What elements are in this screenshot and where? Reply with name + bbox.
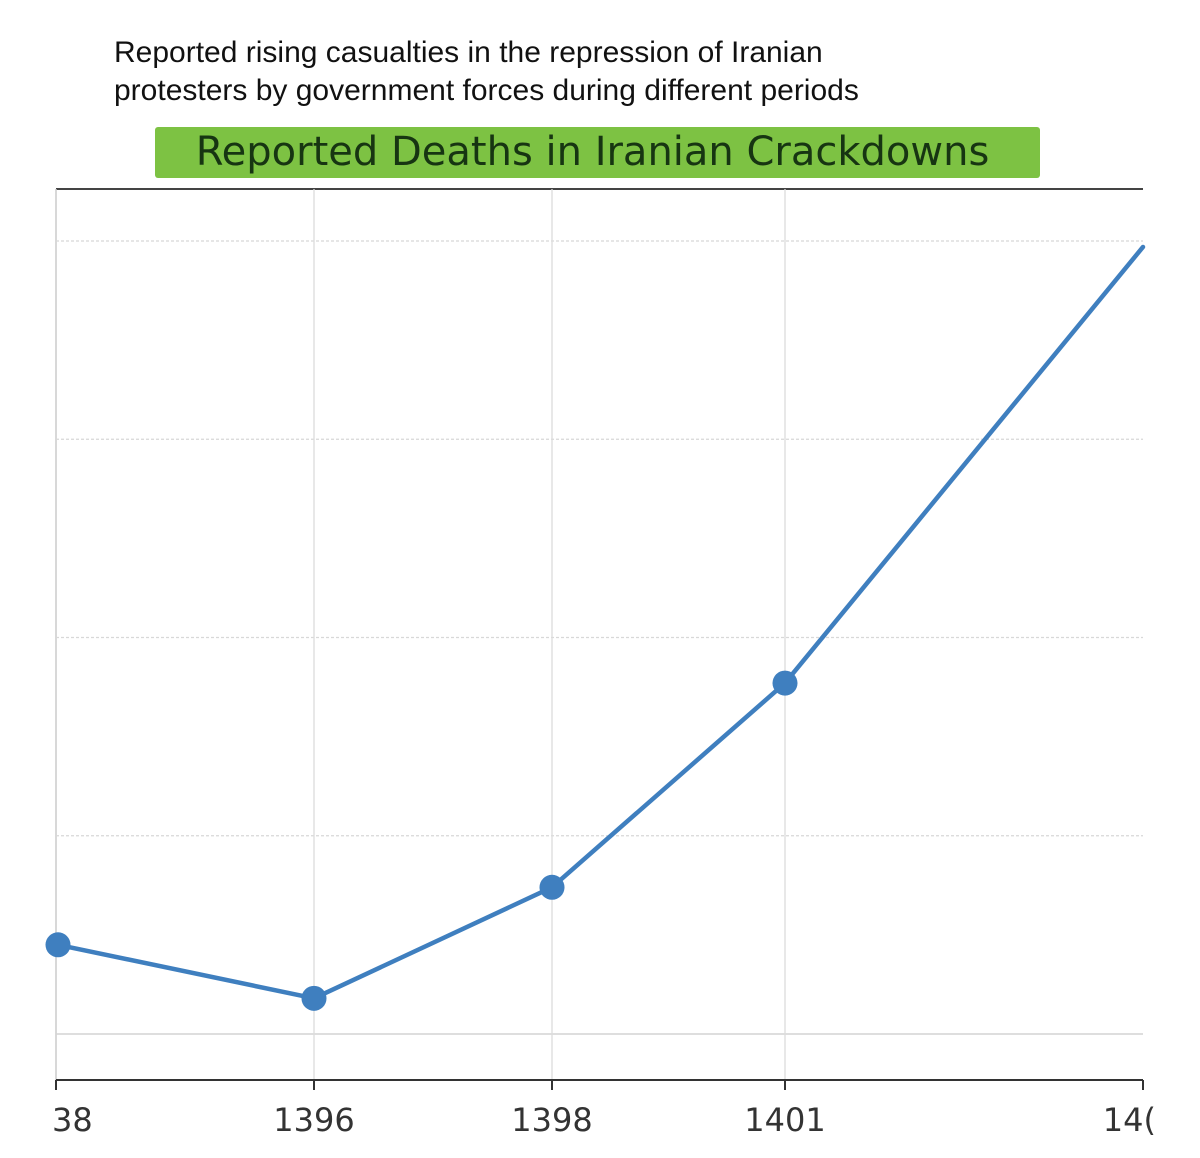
data-point [45, 932, 71, 958]
grid-layer [56, 189, 1143, 1080]
caption-line-2: protesters by government forces during d… [114, 74, 859, 107]
chart-title: Reported Deaths in Iranian Crackdowns [155, 127, 1040, 178]
data-point [772, 670, 798, 696]
data-point [539, 874, 565, 900]
x-tick-label: 1396 [273, 1101, 354, 1139]
series-layer [45, 244, 1146, 1011]
x-tick-label: 38 [52, 1101, 93, 1139]
x-tick-label: 14( [1103, 1101, 1156, 1139]
caption-line-1: Reported rising casualties in the repres… [114, 36, 823, 69]
x-tick-label: 1398 [511, 1101, 592, 1139]
x-axis: 38 1396 1398 1401 14( [52, 1079, 1156, 1139]
series-line [55, 244, 1146, 1001]
x-tick-label: 1401 [744, 1101, 825, 1139]
chart-caption: Reported rising casualties in the repres… [114, 34, 1114, 110]
data-point [301, 985, 327, 1011]
